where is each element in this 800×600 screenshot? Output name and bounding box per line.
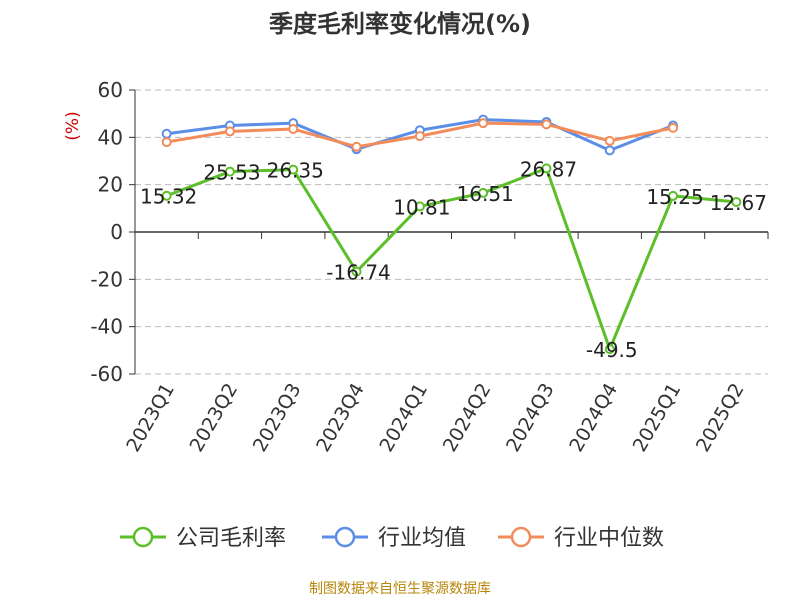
data-label: 16.51: [457, 182, 514, 206]
data-label: 10.81: [393, 195, 450, 219]
data-point: [604, 145, 615, 156]
data-point: [668, 122, 679, 133]
data-point: [541, 119, 552, 130]
x-tick-label: 2024Q2: [439, 380, 496, 456]
data-point: [351, 266, 362, 277]
data-label: 25.53: [203, 161, 260, 185]
data-point: [478, 187, 489, 198]
data-point: [161, 128, 172, 139]
chart-title: 季度毛利率变化情况(%): [269, 10, 531, 38]
grid-lines: [135, 89, 768, 375]
data-label: 12.67: [710, 191, 767, 215]
y-tick-label: 60: [98, 78, 123, 102]
x-tick-label: 2025Q2: [692, 380, 749, 456]
data-label: 26.35: [267, 159, 324, 183]
x-tick-label: 2024Q1: [375, 380, 432, 456]
data-point: [668, 190, 679, 201]
y-tick-label: -20: [90, 267, 123, 291]
y-axis-label: (%): [63, 111, 83, 140]
x-tick-label: 2023Q3: [249, 380, 306, 456]
data-point: [604, 344, 615, 355]
y-tick-label: 40: [98, 125, 123, 149]
legend-label: 公司毛利率: [176, 526, 286, 551]
data-point: [414, 201, 425, 212]
y-tick-label: 0: [110, 220, 123, 244]
data-point: [288, 164, 299, 175]
x-tick-label: 2024Q4: [565, 380, 622, 456]
legend-label: 行业均值: [378, 526, 466, 551]
data-point: [351, 141, 362, 152]
data-label: 15.25: [646, 185, 703, 209]
source-note: 制图数据来自恒生聚源数据库: [309, 581, 491, 597]
data-point: [541, 163, 552, 174]
x-tick-label: 2023Q4: [312, 380, 369, 456]
data-point: [161, 137, 172, 148]
data-point: [288, 124, 299, 135]
data-point: [224, 166, 235, 177]
data-label: -49.5: [586, 338, 638, 362]
data-point: [224, 126, 235, 137]
x-tick-label: 2023Q2: [186, 380, 243, 456]
data-point: [731, 197, 742, 208]
y-tick-label: -60: [90, 362, 123, 386]
y-tick-label: -40: [90, 315, 123, 339]
series-line: [166, 166, 737, 351]
data-label: 26.87: [520, 157, 577, 181]
data-point: [604, 135, 615, 146]
y-tick-label: 20: [98, 173, 123, 197]
series-lines: [161, 114, 742, 355]
x-tick-label: 2025Q1: [629, 380, 686, 456]
legend-marker: [334, 526, 356, 548]
legend: 公司毛利率 行业均值 行业中位数: [120, 526, 664, 551]
legend-label: 行业中位数: [554, 526, 664, 551]
legend-marker: [510, 526, 532, 548]
data-point: [414, 131, 425, 142]
legend-marker: [132, 526, 154, 548]
data-label: 15.32: [140, 185, 197, 209]
data-label: -16.74: [326, 261, 390, 285]
data-point: [478, 118, 489, 129]
x-tick-label: 2024Q3: [502, 380, 559, 456]
x-tick-label: 2023Q1: [122, 380, 179, 456]
data-point: [161, 190, 172, 201]
